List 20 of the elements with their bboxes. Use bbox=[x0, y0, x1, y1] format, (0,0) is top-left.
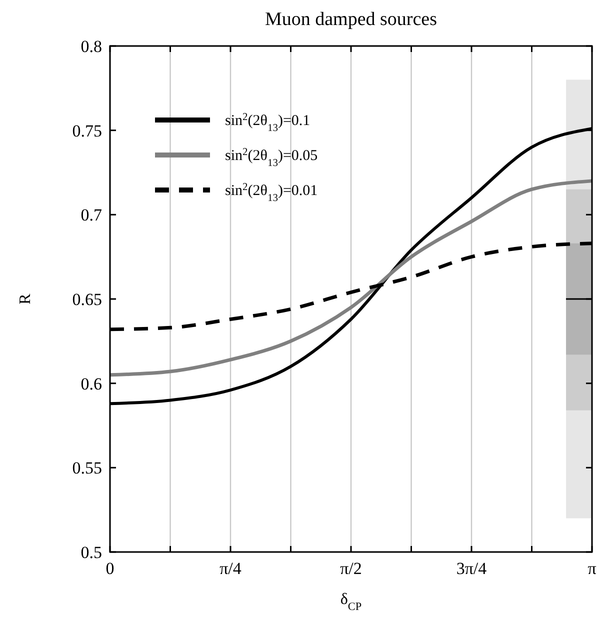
x-tick-label: π/2 bbox=[340, 559, 362, 578]
legend-label: sin$^{2}$(2θ$_{13}$)=0.1 bbox=[225, 112, 310, 134]
x-tick-label: 3π/4 bbox=[456, 559, 488, 578]
x-tick-label: π/4 bbox=[220, 559, 242, 578]
x-tick-label: 0 bbox=[106, 559, 114, 578]
y-tick-label: 0.8 bbox=[80, 37, 102, 56]
y-tick-label: 0.5 bbox=[80, 543, 102, 562]
chart-title: Muon damped sources bbox=[264, 9, 438, 30]
legend-label: sin$^{2}$(2θ$_{13}$)=0.01 bbox=[225, 182, 318, 204]
bar bbox=[566, 243, 592, 355]
legend-label: sin$^{2}$(2θ$_{13}$)=0.05 bbox=[225, 146, 318, 168]
y-tick-label: 0.55 bbox=[72, 458, 102, 478]
line-series bbox=[108, 179, 594, 377]
x-tick-label: π bbox=[588, 559, 597, 578]
y-axis-title: R bbox=[17, 293, 34, 304]
y-tick-label: 0.6 bbox=[80, 374, 102, 394]
y-tick-label: 0.75 bbox=[72, 121, 102, 140]
y-tick-label: 0.7 bbox=[80, 206, 102, 225]
y-tick-label: 0.65 bbox=[72, 290, 102, 309]
x-axis-title: δ$_{CP}$ bbox=[340, 591, 362, 613]
